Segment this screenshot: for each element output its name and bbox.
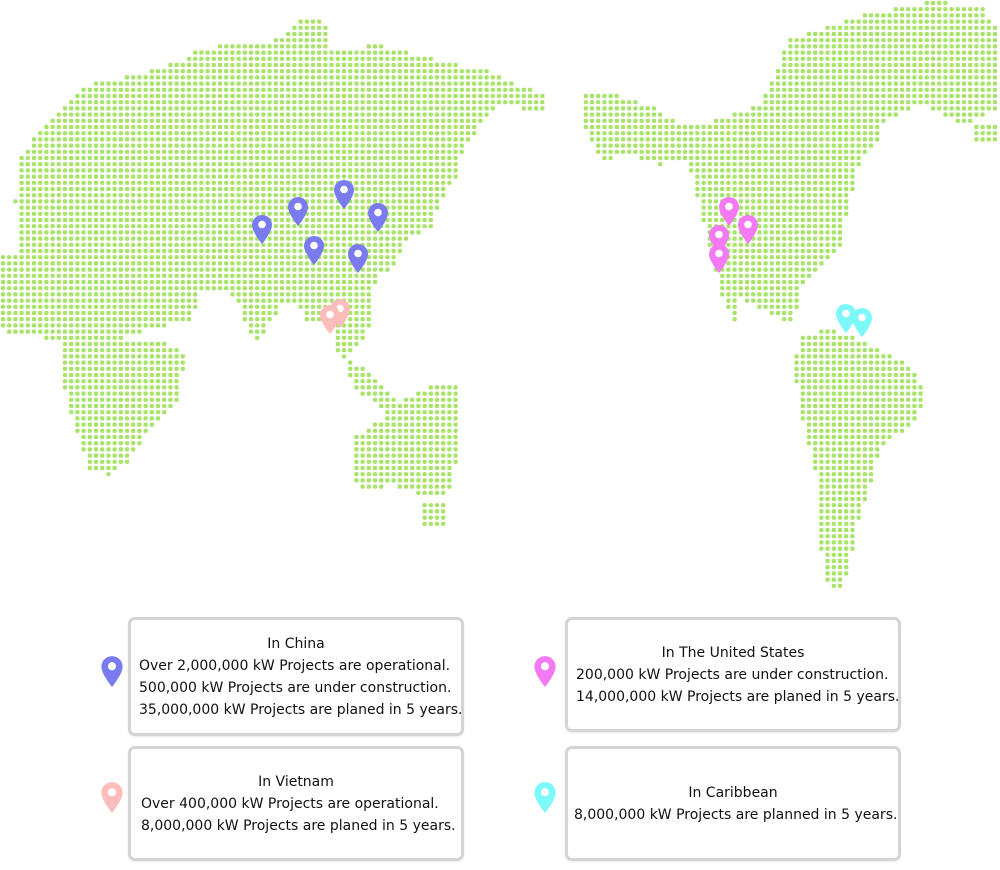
card-line: 35,000,000 kW Projects are planed in 5 y…: [139, 701, 463, 718]
info-card-united-states: In The United States 200,000 kW Projects…: [565, 617, 901, 732]
info-card-china: In China Over 2,000,000 kW Projects are …: [128, 617, 464, 736]
land-dots: [0, 0, 998, 588]
map-pin-icon: [719, 197, 739, 226]
card-line: 500,000 kW Projects are under constructi…: [139, 679, 452, 696]
card-line: 200,000 kW Projects are under constructi…: [576, 666, 889, 683]
card-line: 8,000,000 kW Projects are planned in 5 y…: [574, 806, 898, 823]
card-line: 8,000,000 kW Projects are planed in 5 ye…: [141, 817, 456, 834]
map-pin-icon: [348, 244, 368, 273]
world-dot-map: [0, 0, 998, 588]
card-line: Over 2,000,000 kW Projects are operation…: [139, 657, 451, 674]
map-pin-icon: [101, 782, 123, 813]
map-pin-icon: [320, 305, 340, 334]
card-title: In The United States: [661, 644, 805, 661]
map-pin-icon: [836, 304, 856, 333]
map-pin-icon: [334, 180, 354, 209]
card-title: In Vietnam: [258, 773, 334, 790]
map-pin-icon: [534, 656, 556, 687]
card-line: Over 400,000 kW Projects are operational…: [141, 795, 439, 812]
map-pin-icon: [738, 215, 758, 244]
map-pin-icon: [288, 197, 308, 226]
map-pin-icon: [852, 308, 872, 337]
map-pin-icon: [252, 215, 272, 244]
info-card-vietnam: In Vietnam Over 400,000 kW Projects are …: [128, 746, 464, 861]
map-pin-icon: [368, 203, 388, 232]
map-pin-icon: [709, 244, 729, 273]
map-pin-icon: [101, 656, 123, 687]
map-pin-icon: [534, 782, 556, 813]
location-markers: [252, 180, 872, 337]
map-pin-icon: [304, 236, 324, 265]
card-line: 14,000,000 kW Projects are planed in 5 y…: [576, 688, 900, 705]
info-card-caribbean: In Caribbean 8,000,000 kW Projects are p…: [565, 746, 901, 861]
card-title: In Caribbean: [688, 784, 778, 801]
card-title: In China: [267, 635, 325, 652]
